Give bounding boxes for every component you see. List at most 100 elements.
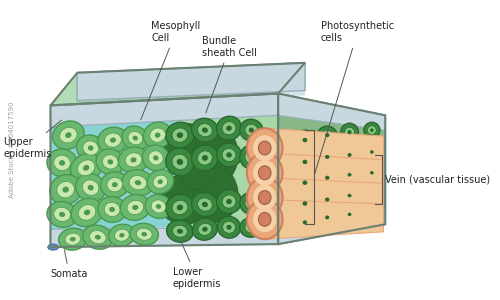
Ellipse shape	[294, 194, 316, 213]
Ellipse shape	[110, 137, 116, 143]
Ellipse shape	[50, 175, 82, 205]
Ellipse shape	[109, 207, 115, 212]
Ellipse shape	[76, 135, 105, 161]
Ellipse shape	[370, 150, 374, 154]
Polygon shape	[278, 209, 385, 244]
Ellipse shape	[202, 227, 207, 232]
Ellipse shape	[299, 156, 311, 167]
Ellipse shape	[88, 185, 94, 191]
Ellipse shape	[172, 154, 188, 170]
Polygon shape	[278, 94, 385, 244]
Ellipse shape	[83, 141, 98, 155]
Ellipse shape	[216, 190, 242, 213]
Ellipse shape	[166, 122, 194, 148]
Ellipse shape	[172, 128, 188, 142]
Ellipse shape	[71, 198, 103, 226]
Ellipse shape	[247, 200, 282, 239]
Ellipse shape	[302, 182, 334, 208]
Ellipse shape	[122, 126, 148, 150]
Ellipse shape	[194, 167, 238, 222]
Ellipse shape	[331, 146, 360, 174]
Ellipse shape	[325, 197, 330, 202]
Ellipse shape	[240, 145, 263, 169]
Ellipse shape	[295, 213, 314, 231]
Ellipse shape	[325, 155, 330, 159]
Ellipse shape	[148, 151, 163, 165]
Polygon shape	[264, 128, 384, 168]
Ellipse shape	[302, 133, 334, 157]
Ellipse shape	[226, 125, 232, 131]
Ellipse shape	[318, 208, 336, 226]
Ellipse shape	[156, 204, 161, 209]
Ellipse shape	[47, 149, 77, 177]
Ellipse shape	[294, 152, 316, 172]
Ellipse shape	[95, 235, 101, 240]
Ellipse shape	[98, 127, 128, 153]
Polygon shape	[50, 118, 176, 229]
Ellipse shape	[108, 224, 135, 246]
Text: Lower
epidermis: Lower epidermis	[173, 242, 221, 289]
Ellipse shape	[202, 128, 208, 133]
Text: Bundle
sheath Cell: Bundle sheath Cell	[202, 36, 257, 113]
Ellipse shape	[176, 205, 183, 210]
Ellipse shape	[247, 153, 282, 193]
Ellipse shape	[125, 153, 142, 167]
Ellipse shape	[176, 132, 183, 138]
Ellipse shape	[98, 196, 126, 222]
Ellipse shape	[132, 205, 138, 210]
Ellipse shape	[120, 194, 150, 220]
Ellipse shape	[52, 121, 84, 149]
Ellipse shape	[318, 148, 337, 166]
Ellipse shape	[82, 180, 99, 195]
Ellipse shape	[129, 176, 147, 190]
Ellipse shape	[318, 169, 337, 187]
Ellipse shape	[364, 165, 380, 181]
Ellipse shape	[130, 223, 158, 245]
Ellipse shape	[368, 148, 376, 156]
Ellipse shape	[142, 232, 147, 236]
Ellipse shape	[342, 206, 357, 222]
Ellipse shape	[100, 172, 129, 198]
Ellipse shape	[84, 210, 90, 215]
Ellipse shape	[216, 143, 242, 167]
Ellipse shape	[344, 191, 354, 200]
Text: Mesophyll
Cell: Mesophyll Cell	[141, 21, 201, 120]
Ellipse shape	[258, 141, 271, 155]
Ellipse shape	[332, 198, 358, 221]
Ellipse shape	[192, 118, 218, 142]
Ellipse shape	[83, 165, 89, 171]
Ellipse shape	[322, 152, 332, 162]
Ellipse shape	[325, 215, 329, 219]
Ellipse shape	[299, 198, 311, 209]
Ellipse shape	[127, 200, 144, 214]
Ellipse shape	[172, 200, 188, 214]
Ellipse shape	[348, 213, 352, 216]
Ellipse shape	[344, 170, 354, 179]
Ellipse shape	[294, 173, 316, 193]
Ellipse shape	[240, 217, 263, 237]
Ellipse shape	[180, 150, 216, 190]
Ellipse shape	[248, 128, 254, 133]
Ellipse shape	[158, 175, 211, 224]
Ellipse shape	[322, 195, 332, 204]
Text: Adobe Stock | #964017590: Adobe Stock | #964017590	[8, 102, 16, 198]
Ellipse shape	[104, 202, 120, 217]
Ellipse shape	[370, 128, 374, 132]
Ellipse shape	[155, 133, 160, 138]
Ellipse shape	[48, 244, 58, 250]
Ellipse shape	[325, 133, 330, 137]
Ellipse shape	[299, 135, 311, 146]
Ellipse shape	[202, 155, 208, 161]
Ellipse shape	[240, 193, 263, 214]
Ellipse shape	[216, 116, 242, 140]
Ellipse shape	[248, 225, 254, 230]
Text: Somata: Somata	[50, 250, 88, 279]
Ellipse shape	[364, 144, 380, 160]
Ellipse shape	[253, 206, 276, 232]
Ellipse shape	[340, 146, 358, 164]
Ellipse shape	[65, 132, 71, 138]
Ellipse shape	[160, 123, 210, 167]
Ellipse shape	[344, 150, 354, 160]
Ellipse shape	[345, 210, 354, 219]
Polygon shape	[78, 91, 305, 105]
